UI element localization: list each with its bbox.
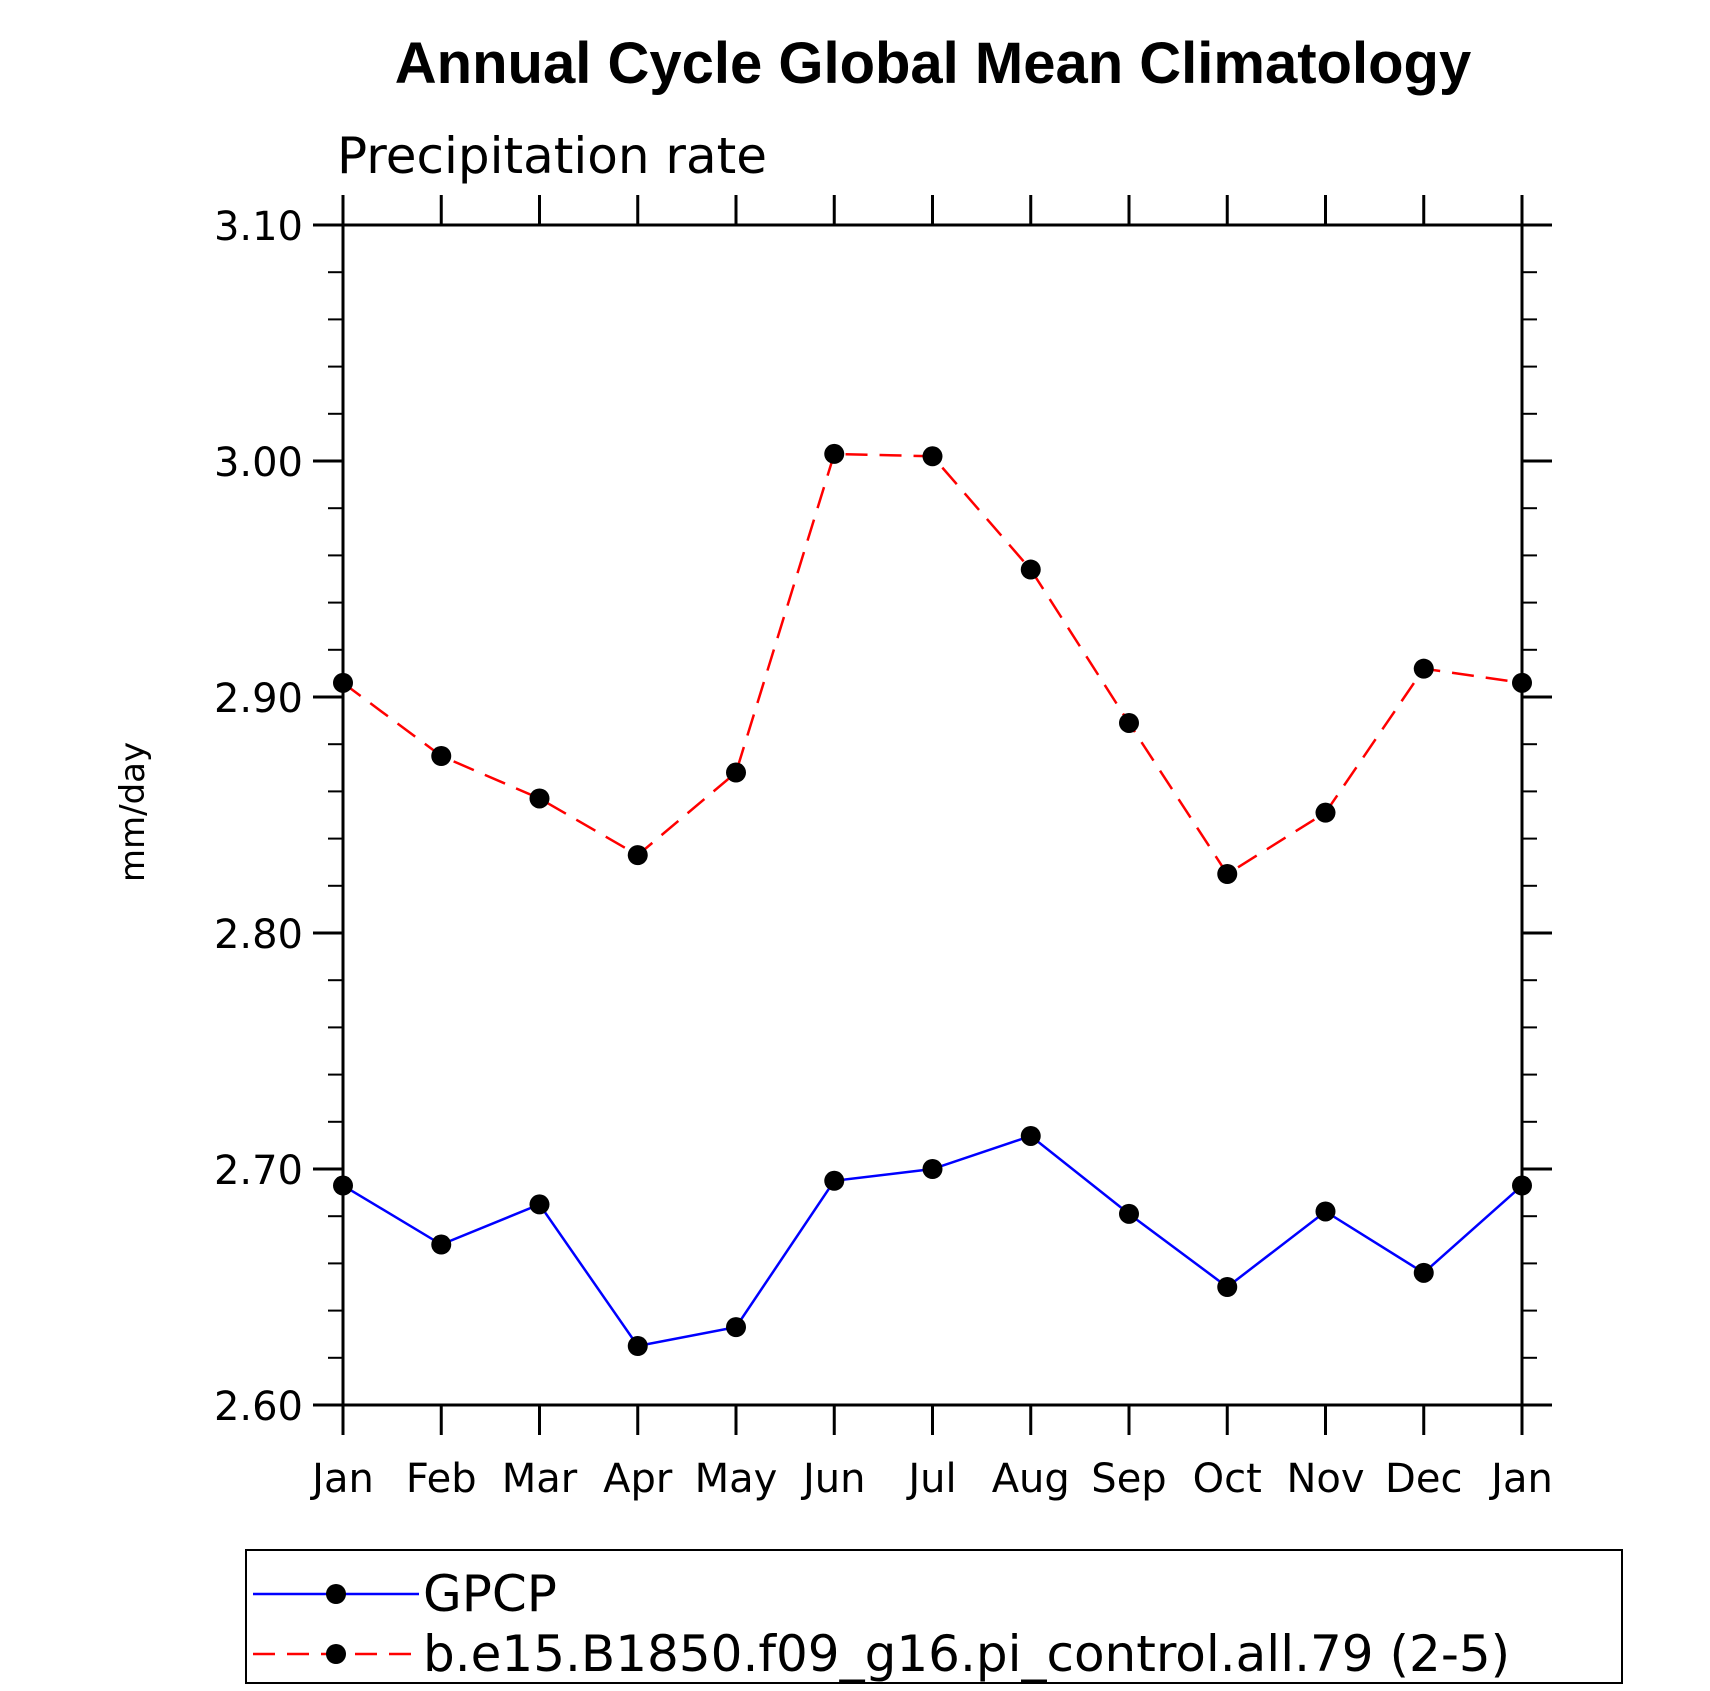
data-point <box>431 1234 452 1255</box>
data-point <box>922 1159 943 1179</box>
x-tick-label: Apr <box>603 1456 673 1502</box>
data-point <box>1217 864 1238 884</box>
data-point <box>726 762 746 783</box>
x-tick-label: Jun <box>800 1456 866 1502</box>
data-point <box>922 446 943 467</box>
data-point <box>1119 1203 1139 1224</box>
data-point <box>1413 658 1434 679</box>
data-point <box>529 1194 550 1215</box>
y-tick-labels: 2.60 2.70 2.80 2.90 3.00 3.10 <box>214 204 303 1430</box>
y-tick-label: 2.70 <box>214 1148 303 1194</box>
y-tick-label: 2.80 <box>214 912 303 958</box>
series-layer <box>333 443 1532 1356</box>
series-1 <box>333 1125 1532 1356</box>
x-tick-label: Jul <box>905 1456 956 1502</box>
legend-entries: GPCPb.e15.B1850.f09_g16.pi_control.all.7… <box>253 1565 1510 1683</box>
data-point <box>1119 712 1139 733</box>
legend-label: GPCP <box>423 1565 557 1623</box>
data-point <box>824 443 845 464</box>
y-axis-label: mm/day <box>113 742 153 882</box>
chart-subtitle: Precipitation rate <box>337 127 767 185</box>
legend-label: b.e15.B1850.f09_g16.pi_control.all.79 (2… <box>423 1625 1510 1683</box>
x-tick-labels: Jan Feb Mar Apr May Jun Jul Aug Sep Oct Nov Dec Jan <box>309 1456 1553 1502</box>
x-tick-label: Nov <box>1286 1456 1364 1502</box>
data-point <box>824 1170 845 1191</box>
legend-marker <box>326 1644 346 1664</box>
x-tick-label: Sep <box>1091 1456 1166 1502</box>
data-point <box>627 1336 648 1356</box>
data-point <box>1020 1125 1041 1146</box>
y-tick-label: 3.00 <box>214 440 303 486</box>
x-tick-label: Dec <box>1385 1456 1462 1502</box>
x-tick-label: Jan <box>309 1456 374 1502</box>
x-tick-label: Feb <box>406 1456 477 1502</box>
x-tick-label: Aug <box>992 1456 1070 1502</box>
data-point <box>1315 1201 1336 1222</box>
x-tick-label: Jan <box>1488 1456 1553 1502</box>
series-2 <box>333 443 1532 884</box>
chart-title: Annual Cycle Global Mean Climatology <box>395 31 1471 96</box>
data-point <box>529 788 550 809</box>
y-tick-label: 2.60 <box>214 1384 303 1430</box>
legend-marker <box>326 1584 346 1604</box>
x-tick-label: Mar <box>502 1456 578 1502</box>
legend: GPCPb.e15.B1850.f09_g16.pi_control.all.7… <box>245 1549 1623 1684</box>
x-tick-label: Oct <box>1193 1456 1262 1502</box>
data-point <box>1413 1262 1434 1283</box>
legend-item: GPCP <box>253 1565 557 1623</box>
series-line <box>342 452 1523 876</box>
plot-frame <box>341 223 1524 1407</box>
data-point <box>627 845 648 866</box>
axis-ticks <box>313 195 1552 1435</box>
data-point <box>1315 802 1336 823</box>
data-point <box>431 746 452 766</box>
data-point <box>1020 559 1041 580</box>
legend-box <box>245 1549 1623 1684</box>
x-tick-label: May <box>695 1456 778 1502</box>
y-tick-label: 3.10 <box>214 204 303 250</box>
legend-item: b.e15.B1850.f09_g16.pi_control.all.79 (2… <box>253 1625 1510 1683</box>
y-tick-label: 2.90 <box>214 676 303 722</box>
data-point <box>1217 1277 1238 1297</box>
data-point <box>726 1317 746 1338</box>
